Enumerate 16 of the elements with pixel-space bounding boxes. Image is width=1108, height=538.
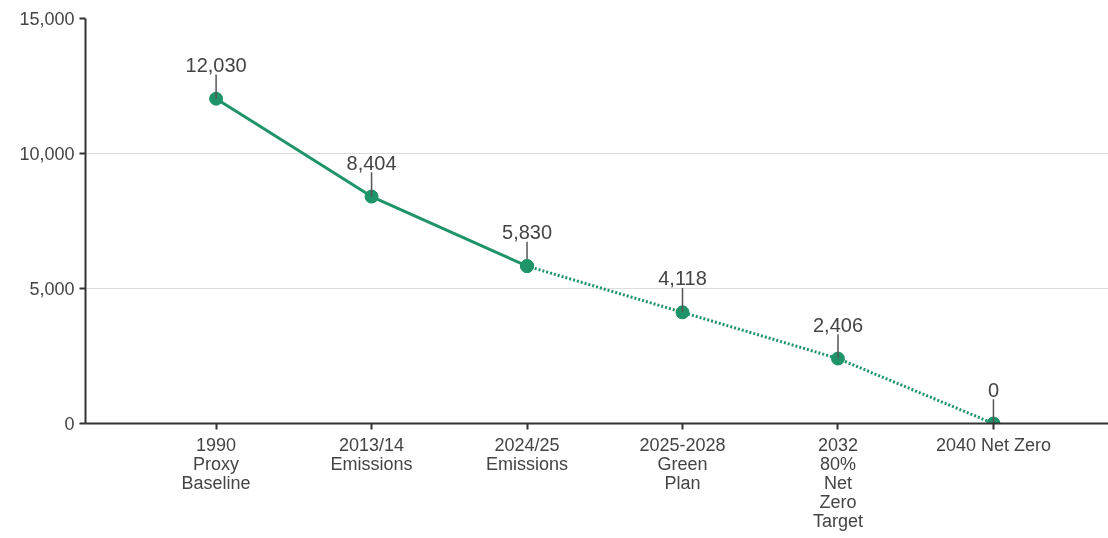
data-label: 5,830 xyxy=(502,221,553,244)
y-tick-label: 10,000 xyxy=(19,144,75,164)
data-label: 2,406 xyxy=(812,313,864,336)
y-tick-label: 5,000 xyxy=(29,279,75,299)
x-tick-label: 2040 Net Zero xyxy=(935,434,1051,455)
data-label: 0 xyxy=(987,378,1000,401)
x-tick-label: 2025-2028 Green Plan xyxy=(639,434,726,493)
data-label: 12,030 xyxy=(185,53,247,76)
x-tick-label: 2013/14 Emissions xyxy=(330,434,413,474)
y-tick-label: 15,000 xyxy=(19,9,75,29)
y-tick-label: 0 xyxy=(64,414,75,434)
data-label: 4,118 xyxy=(658,267,707,290)
x-tick-label: 1990 Proxy Baseline xyxy=(181,434,251,493)
x-tick-label: 2032 80% Net Zero Target xyxy=(812,434,863,531)
x-tick-label: 2024/25 Emissions xyxy=(486,434,569,474)
data-label: 8,404 xyxy=(346,151,397,174)
